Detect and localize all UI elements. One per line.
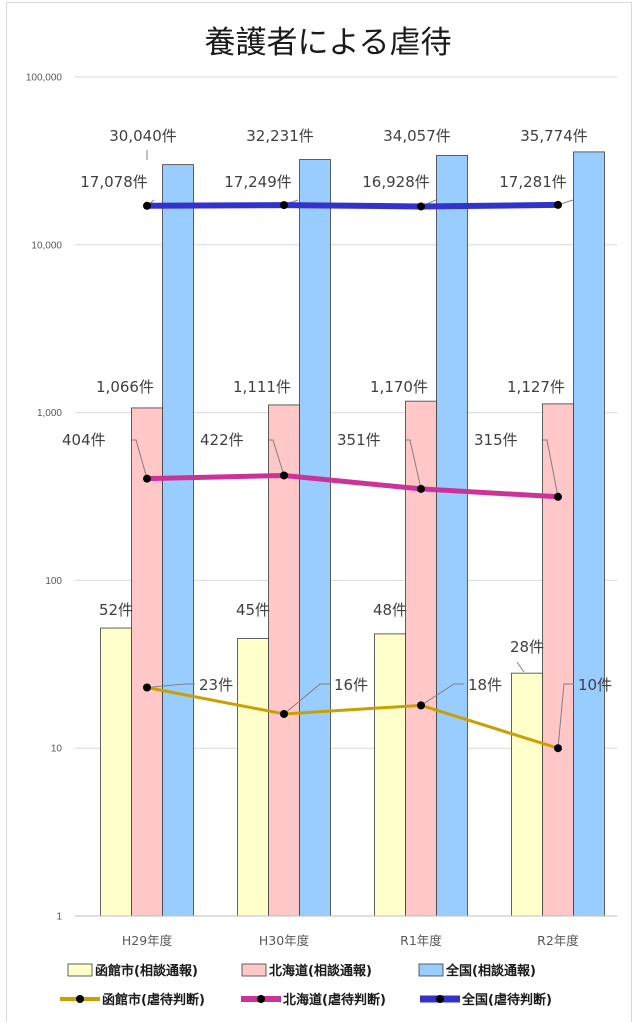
y-tick-label: 100 bbox=[45, 576, 62, 587]
bar bbox=[299, 159, 331, 917]
y-tick-label: 1,000 bbox=[37, 408, 62, 419]
chart-frame bbox=[6, 2, 632, 1022]
line-point bbox=[554, 200, 562, 209]
bar bbox=[162, 164, 194, 917]
legend-swatch bbox=[241, 963, 267, 977]
data-label: 34,057件 bbox=[383, 127, 451, 145]
x-axis: H29年度 H30年度 R1年度 R2年度 bbox=[75, 915, 617, 948]
legend-label: 函館市(相談通報) bbox=[95, 963, 198, 979]
bar bbox=[542, 403, 574, 917]
data-labels: 30,040件 32,231件 34,057件 35,774件 1,066件 1,111件… bbox=[62, 127, 612, 694]
data-label: 351件 bbox=[337, 431, 381, 449]
series-line bbox=[146, 472, 559, 500]
label-leaders bbox=[131, 150, 574, 749]
bar bbox=[374, 633, 406, 917]
data-label: 28件 bbox=[510, 638, 544, 656]
data-label: 1,111件 bbox=[233, 378, 291, 396]
legend: 函館市(相談通報) 北海道(相談通報) 全国(相談通報) 函館市(虐待判断) 北海道(虐… bbox=[60, 963, 552, 1008]
leader-line bbox=[146, 683, 195, 688]
y-axis: 1 10 100 1,000 10,000 100,000 bbox=[26, 73, 63, 923]
line-series bbox=[143, 200, 562, 753]
line-point bbox=[143, 201, 151, 210]
legend-label: 北海道(虐待判断) bbox=[283, 992, 386, 1008]
data-label: 1,127件 bbox=[507, 378, 565, 396]
data-label: 16件 bbox=[334, 676, 368, 694]
data-label: 45件 bbox=[236, 601, 270, 619]
legend-label: 北海道(相談通報) bbox=[269, 963, 372, 979]
data-label: 17,078件 bbox=[80, 173, 148, 191]
leader-line bbox=[131, 439, 148, 479]
bar bbox=[573, 151, 605, 917]
legend-marker bbox=[76, 995, 84, 1003]
line-point bbox=[280, 201, 288, 210]
y-tick-label: 10 bbox=[51, 744, 63, 755]
line-point bbox=[280, 471, 288, 480]
leader-line bbox=[516, 661, 525, 673]
data-label: 422件 bbox=[200, 431, 244, 449]
data-label: 10件 bbox=[578, 676, 612, 694]
line-point bbox=[280, 709, 288, 718]
bar bbox=[405, 400, 437, 917]
data-label: 32,231件 bbox=[246, 127, 314, 145]
leader-line bbox=[283, 683, 330, 715]
data-label: 17,281件 bbox=[499, 173, 567, 191]
line-point bbox=[417, 484, 425, 493]
data-label: 17,249件 bbox=[224, 173, 292, 191]
bar bbox=[268, 404, 300, 917]
data-label: 35,774件 bbox=[520, 127, 588, 145]
leader-line bbox=[269, 439, 285, 476]
data-label: 23件 bbox=[199, 676, 233, 694]
bar bbox=[436, 155, 468, 917]
data-label: 48件 bbox=[373, 601, 407, 619]
bar bbox=[100, 627, 132, 917]
data-label: 16,928件 bbox=[362, 173, 430, 191]
series-line bbox=[146, 201, 559, 210]
leader-line bbox=[543, 439, 559, 497]
leader-line bbox=[406, 439, 422, 490]
y-tick-label: 100,000 bbox=[26, 73, 63, 84]
legend-swatch bbox=[67, 963, 93, 977]
legend-label: 函館市(虐待判断) bbox=[102, 992, 205, 1008]
chart-title: 養護者による虐待 bbox=[204, 25, 451, 61]
data-label: 404件 bbox=[62, 431, 106, 449]
legend-marker bbox=[257, 995, 265, 1003]
bar-series bbox=[100, 151, 605, 917]
y-tick-label: 10,000 bbox=[31, 240, 62, 251]
data-label: 30,040件 bbox=[109, 127, 177, 145]
line-point bbox=[143, 474, 151, 483]
legend-swatch bbox=[418, 963, 444, 977]
line-point bbox=[417, 202, 425, 211]
line-point bbox=[554, 744, 562, 753]
line-point bbox=[554, 492, 562, 501]
bar bbox=[237, 638, 269, 917]
data-label: 1,066件 bbox=[96, 378, 154, 396]
x-tick-label: R1年度 bbox=[400, 933, 442, 948]
series-line bbox=[146, 686, 559, 750]
data-label: 315件 bbox=[474, 431, 518, 449]
leader-line bbox=[420, 683, 464, 706]
line-point bbox=[417, 701, 425, 710]
bar bbox=[131, 407, 163, 917]
legend-label: 全国(虐待判断) bbox=[461, 992, 552, 1008]
legend-label: 全国(相談通報) bbox=[445, 963, 536, 979]
data-label: 1,170件 bbox=[370, 378, 428, 396]
data-label: 18件 bbox=[468, 676, 502, 694]
bar bbox=[511, 672, 543, 917]
x-tick-label: H30年度 bbox=[259, 933, 310, 948]
x-tick-label: H29年度 bbox=[122, 933, 173, 948]
y-tick-label: 1 bbox=[56, 912, 62, 923]
data-label: 52件 bbox=[99, 601, 133, 619]
legend-marker bbox=[436, 995, 444, 1003]
leader-line bbox=[557, 683, 574, 749]
line-point bbox=[143, 683, 151, 692]
x-tick-label: R2年度 bbox=[537, 933, 579, 948]
